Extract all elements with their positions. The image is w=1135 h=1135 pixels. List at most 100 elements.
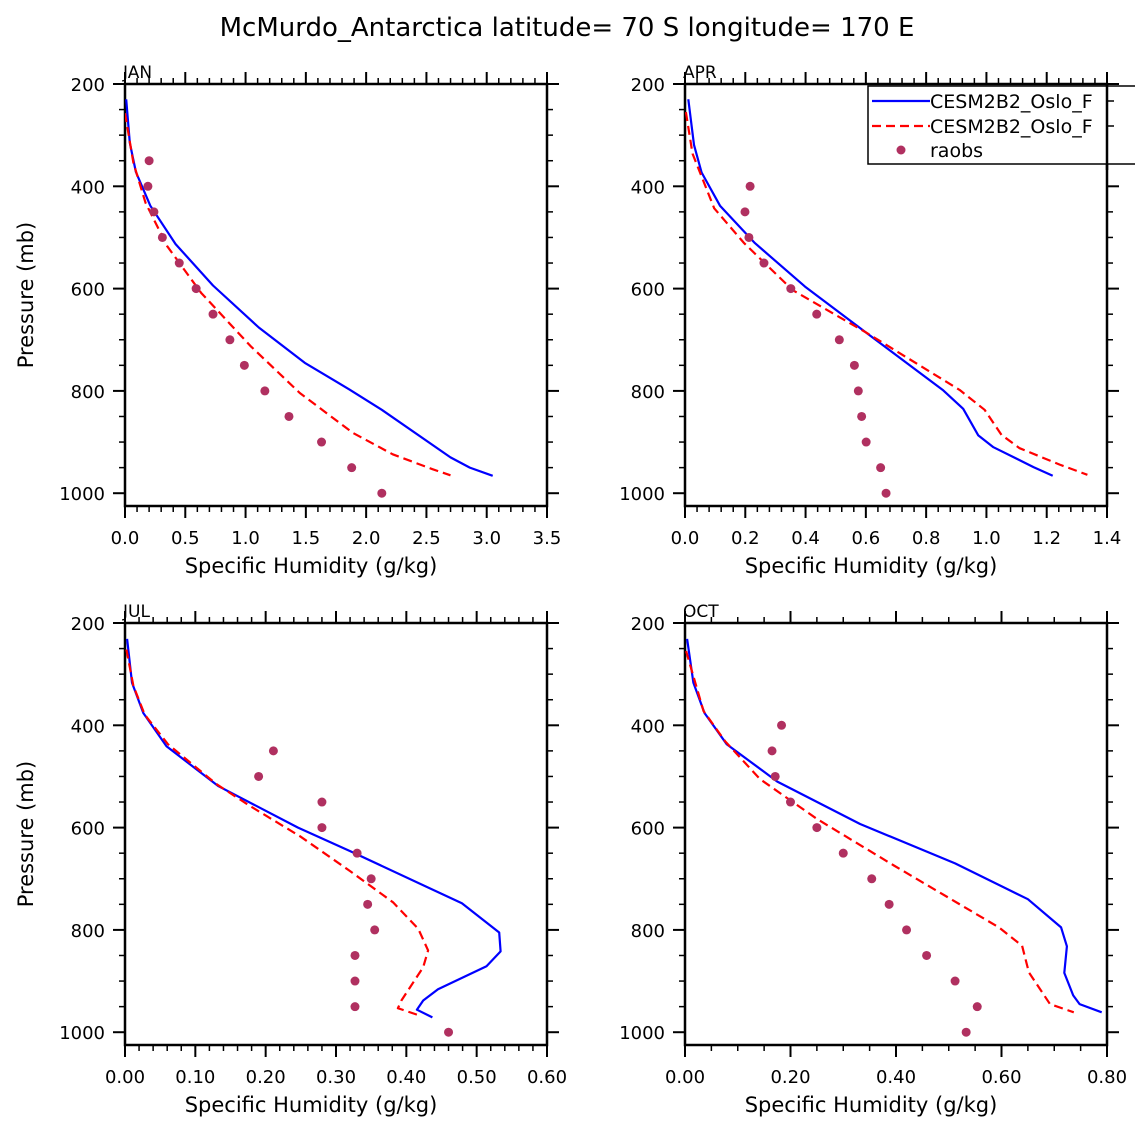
legend-label-dashed: CESM2B2_Oslo_F — [930, 116, 1093, 138]
y-tick-label: 1000 — [619, 1023, 665, 1044]
y-tick-label: 400 — [71, 716, 105, 737]
x-tick-label: 0.20 — [246, 1067, 286, 1088]
raobs-point — [950, 976, 960, 986]
raobs-point — [268, 746, 278, 756]
raobs-point — [377, 488, 387, 498]
raobs-point — [144, 156, 154, 166]
x-tick-label: 0.60 — [527, 1067, 567, 1088]
raobs-point — [812, 309, 822, 319]
raobs-point — [352, 848, 362, 858]
y-tick-label: 600 — [71, 819, 105, 840]
raobs-point — [284, 411, 294, 421]
data-area — [685, 638, 1103, 1037]
y-tick-label: 400 — [631, 716, 665, 737]
y-axis-label: Pressure (mb) — [14, 222, 38, 369]
legend-label-solid: CESM2B2_Oslo_F — [930, 91, 1093, 113]
x-tick-label: 0.20 — [770, 1067, 810, 1088]
raobs-point — [961, 1027, 971, 1037]
raobs-point — [143, 181, 153, 191]
raobs-point — [972, 1002, 982, 1012]
x-axis-label: Specific Humidity (g/kg) — [185, 1093, 438, 1117]
raobs-point — [363, 899, 373, 909]
x-tick-label: 1.0 — [972, 528, 1001, 549]
series-line-dashed — [685, 111, 1088, 476]
x-tick-label: 3.0 — [472, 528, 501, 549]
y-tick-label: 800 — [71, 382, 105, 403]
data-area — [125, 99, 494, 498]
raobs-point — [317, 823, 327, 833]
y-tick-label: 1000 — [619, 484, 665, 505]
y-tick-label: 1000 — [59, 484, 105, 505]
raobs-point — [922, 950, 932, 960]
raobs-point — [867, 874, 877, 884]
raobs-point — [876, 463, 886, 473]
x-tick-label: 2.0 — [352, 528, 381, 549]
y-tick-label: 800 — [71, 921, 105, 942]
x-tick-label: 0.4 — [791, 528, 820, 549]
x-tick-label: 0.50 — [457, 1067, 497, 1088]
panel-jul: JUL 0.00 0.10 0.20 0.30 0.40 0.50 0.60 200 400 600… — [14, 602, 567, 1117]
raobs-point — [812, 823, 822, 833]
raobs-point — [777, 720, 787, 730]
raobs-point — [786, 797, 795, 807]
raobs-point — [838, 848, 848, 858]
raobs-point — [370, 925, 380, 935]
x-tick-label: 0.30 — [316, 1067, 356, 1088]
raobs-point — [770, 771, 780, 781]
raobs-point — [740, 207, 750, 217]
legend-box — [867, 85, 1135, 165]
legend-label-raobs: raobs — [930, 140, 983, 162]
raobs-point — [767, 746, 777, 756]
panel-month-label: APR — [683, 63, 717, 83]
x-tick-label: 3.5 — [533, 528, 562, 549]
raobs-point — [239, 360, 249, 370]
raobs-point — [317, 437, 327, 447]
panel-month-label: JUL — [122, 602, 150, 622]
series-line-dashed — [685, 650, 1075, 1014]
x-tick-label: 0.5 — [171, 528, 200, 549]
raobs-point — [744, 232, 754, 242]
figure-title: McMurdo_Antarctica latitude= 70 S longit… — [220, 13, 915, 43]
x-tick-label: 2.5 — [412, 528, 441, 549]
legend-swatch-raobs — [896, 145, 906, 155]
raobs-point — [759, 258, 769, 268]
y-tick-label: 600 — [631, 819, 665, 840]
x-tick-label: 0.80 — [1087, 1067, 1127, 1088]
y-tick-label: 800 — [631, 921, 665, 942]
x-tick-label: 1.4 — [1093, 528, 1122, 549]
raobs-point — [849, 360, 859, 370]
raobs-point — [861, 437, 871, 447]
raobs-point — [208, 309, 218, 319]
x-axis-label: Specific Humidity (g/kg) — [185, 554, 438, 578]
series-line-solid — [686, 638, 1103, 1014]
y-tick-label: 400 — [631, 177, 665, 198]
x-tick-label: 0.60 — [981, 1067, 1021, 1088]
plot-frame — [683, 621, 1109, 1047]
y-tick-label: 1000 — [59, 1023, 105, 1044]
x-tick-label: 0.6 — [852, 528, 881, 549]
series-line-solid — [126, 638, 502, 1019]
plot-frame — [123, 621, 549, 1047]
data-area — [685, 99, 1088, 498]
y-axis-label: Pressure (mb) — [14, 761, 38, 908]
x-tick-label: 1.2 — [1032, 528, 1061, 549]
plot-frame — [123, 82, 549, 508]
y-tick-label: 200 — [631, 614, 665, 635]
y-tick-label: 200 — [631, 75, 665, 96]
plot-frame — [683, 82, 1109, 508]
raobs-point — [350, 976, 360, 986]
raobs-point — [157, 232, 167, 242]
raobs-point — [857, 411, 867, 421]
x-tick-label: 0.8 — [912, 528, 941, 549]
raobs-point — [902, 925, 912, 935]
y-tick-label: 200 — [71, 75, 105, 96]
raobs-point — [786, 284, 796, 294]
raobs-point — [260, 386, 270, 396]
x-tick-label: 0.2 — [731, 528, 760, 549]
panel-oct: OCT 0.00 0.20 0.40 0.60 0.80 200 400 600 800 1000 S… — [619, 602, 1127, 1117]
data-area — [125, 638, 502, 1037]
x-axis-label: Specific Humidity (g/kg) — [745, 554, 998, 578]
x-tick-label: 1.5 — [292, 528, 321, 549]
